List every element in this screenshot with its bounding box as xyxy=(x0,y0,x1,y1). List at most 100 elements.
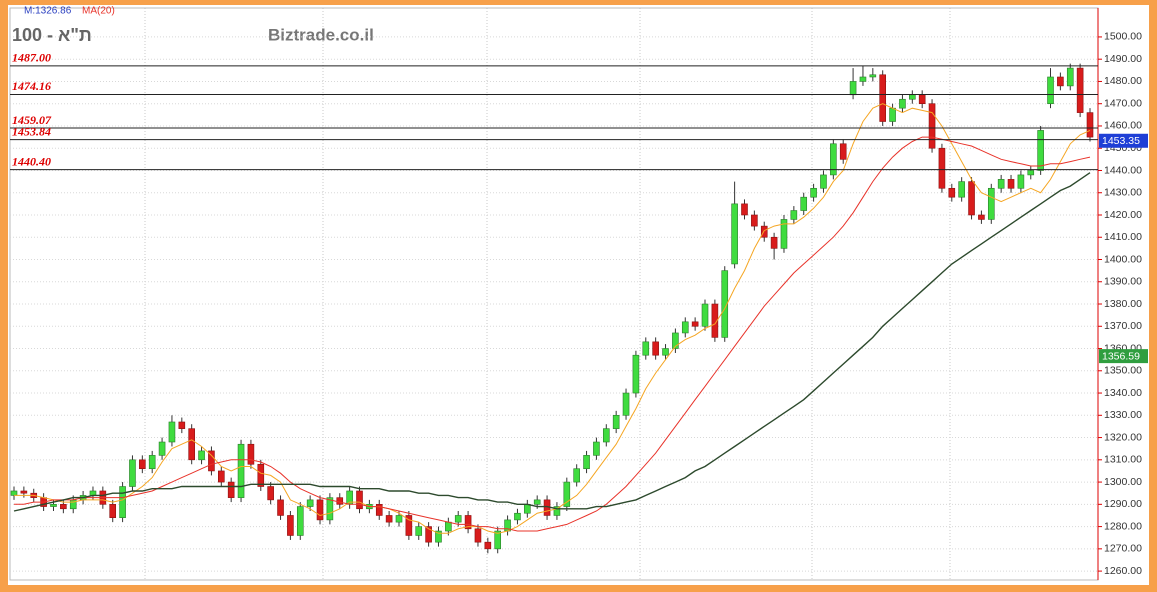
candle-body xyxy=(820,174,827,189)
candle-body xyxy=(464,515,472,530)
candle-body xyxy=(277,499,284,516)
candle-body xyxy=(425,526,432,543)
candle-body xyxy=(583,455,590,470)
candle-body xyxy=(830,143,837,176)
candle-body xyxy=(987,187,995,220)
candle-body xyxy=(751,214,758,227)
y-tick-label: 1260.00 xyxy=(1104,565,1142,577)
candle-body xyxy=(1057,76,1064,87)
candle-body xyxy=(218,470,225,483)
candle-body xyxy=(109,504,117,518)
candle-body xyxy=(978,214,985,220)
candle-body xyxy=(395,515,403,523)
candle-body xyxy=(928,103,936,149)
candle-body xyxy=(336,497,344,505)
candle-body xyxy=(227,481,235,498)
candle-body xyxy=(849,81,857,96)
y-tick-label: 1430.00 xyxy=(1104,187,1142,199)
candle-body xyxy=(158,441,166,456)
level-label: 1487.00 xyxy=(12,51,51,65)
candle-body xyxy=(760,225,768,238)
candle-body xyxy=(60,504,67,510)
candle-body xyxy=(445,521,452,532)
vertical-grid xyxy=(144,8,951,580)
y-tick-label: 1270.00 xyxy=(1104,543,1142,555)
candle-body xyxy=(711,303,719,338)
candle-body xyxy=(178,421,186,429)
candle-body xyxy=(741,203,748,216)
candle-body xyxy=(454,515,462,523)
y-tick-label: 1460.00 xyxy=(1104,120,1142,132)
y-tick-label: 1440.00 xyxy=(1104,164,1142,176)
candle-body xyxy=(1027,170,1035,176)
candle-body xyxy=(790,210,798,220)
price-tag-label: 1453.35 xyxy=(1102,135,1140,147)
y-tick-label: 1480.00 xyxy=(1104,75,1142,87)
candle-body xyxy=(148,455,156,470)
subtitle: M:1326.86 xyxy=(24,6,72,17)
candle-body xyxy=(859,76,867,82)
candle-body xyxy=(672,332,679,349)
candle-body xyxy=(514,512,521,521)
y-tick-label: 1420.00 xyxy=(1104,209,1142,221)
candle-body xyxy=(484,541,492,550)
candle-body xyxy=(573,468,580,483)
candle-body xyxy=(1076,67,1084,113)
candle-body xyxy=(948,187,956,198)
candle-body xyxy=(129,459,136,487)
candle-body xyxy=(612,414,620,429)
candle-body xyxy=(524,504,531,514)
candle-body xyxy=(494,530,502,550)
candle-body xyxy=(50,504,57,507)
candle-body xyxy=(1017,174,1025,189)
y-tick-label: 1280.00 xyxy=(1104,520,1142,532)
y-tick-label: 1370.00 xyxy=(1104,320,1142,332)
level-label: 1440.40 xyxy=(12,154,51,168)
candle-body xyxy=(593,441,600,456)
candle-body xyxy=(316,499,324,521)
candle-body xyxy=(306,499,314,507)
candle-body xyxy=(533,499,541,505)
candle-body xyxy=(1047,76,1054,105)
y-tick-label: 1340.00 xyxy=(1104,387,1142,399)
candle-body xyxy=(889,107,896,122)
watermark: Biztrade.co.il xyxy=(268,25,374,44)
candle-body xyxy=(810,187,817,198)
price-tag xyxy=(1099,133,1148,148)
candle-body xyxy=(909,94,916,100)
candle-body xyxy=(701,303,709,327)
candle-body xyxy=(415,526,423,536)
moving-average-line xyxy=(13,172,1091,512)
candle-body xyxy=(168,421,176,443)
price-tag xyxy=(1099,349,1148,364)
y-tick-label: 1490.00 xyxy=(1104,53,1142,65)
candle-body xyxy=(563,481,571,507)
level-label: 1474.16 xyxy=(12,79,51,93)
y-tick-label: 1320.00 xyxy=(1104,431,1142,443)
candle-body xyxy=(652,341,659,356)
candle-body xyxy=(691,321,699,327)
y-tick-label: 1300.00 xyxy=(1104,476,1142,488)
candle-body xyxy=(257,463,265,487)
candle-body xyxy=(385,515,393,523)
candle-body xyxy=(869,74,877,78)
candle-body xyxy=(879,74,886,122)
candle-body xyxy=(770,236,778,249)
moving-average-line xyxy=(14,136,1091,532)
y-tick-label: 1410.00 xyxy=(1104,231,1142,243)
y-tick-label: 1470.00 xyxy=(1104,97,1142,109)
y-tick-label: 1310.00 xyxy=(1104,454,1142,466)
candle-body xyxy=(287,515,294,536)
candle-body xyxy=(1037,130,1044,171)
chart-title: ת"א - 100 xyxy=(12,25,92,45)
candle-body xyxy=(839,143,847,160)
candle-body xyxy=(208,450,215,472)
candle-body xyxy=(296,506,304,536)
candle-body xyxy=(405,515,413,536)
candle-body xyxy=(780,219,788,249)
candle-body xyxy=(800,196,808,211)
candle-body xyxy=(10,490,18,496)
candle-body xyxy=(602,428,610,443)
candle-body xyxy=(237,443,245,498)
